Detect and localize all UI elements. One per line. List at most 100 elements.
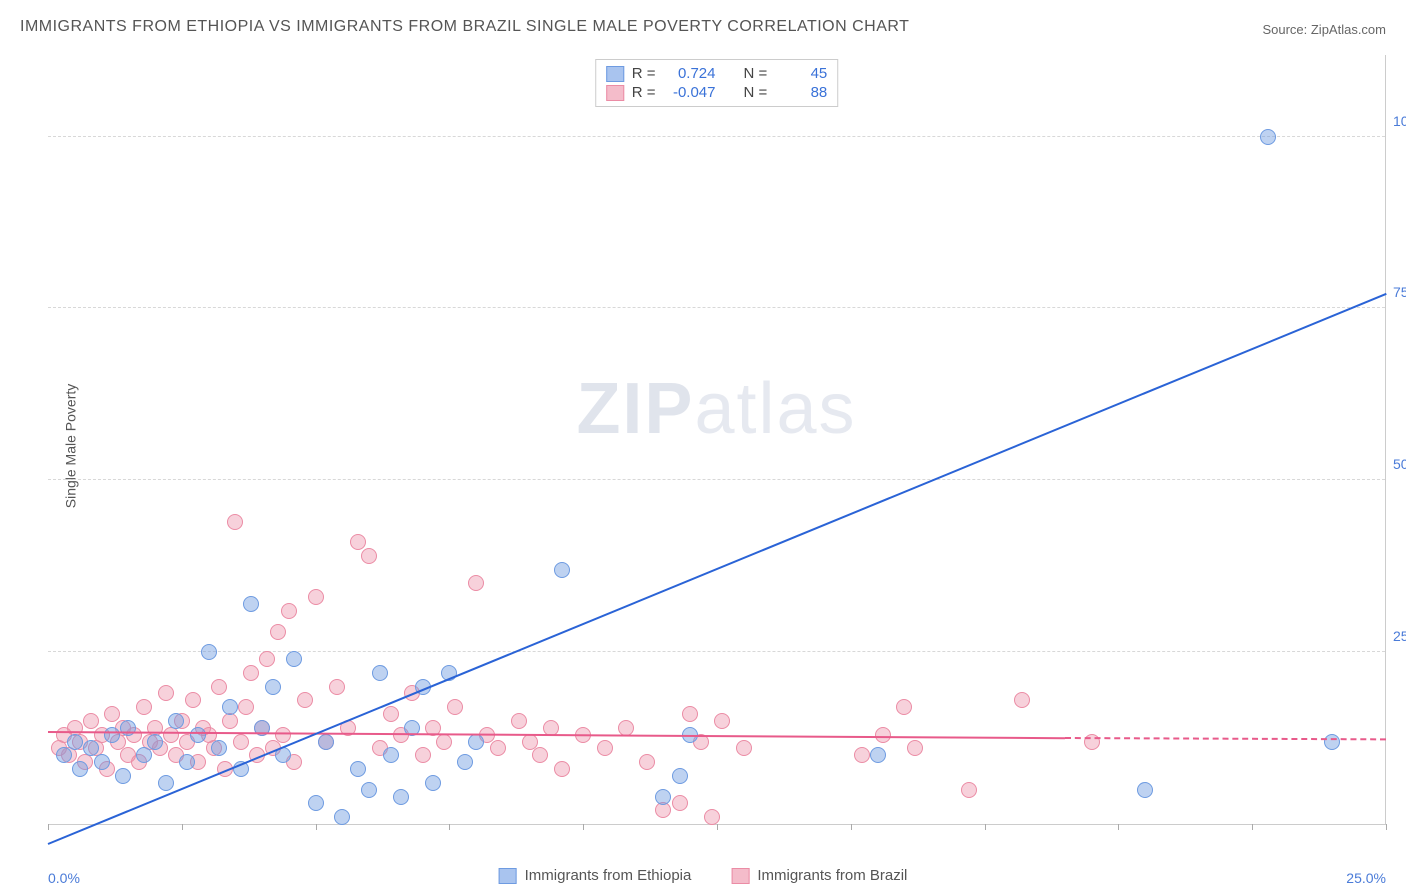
gridline [48,479,1385,480]
data-point-brazil [597,740,613,756]
data-point-brazil [511,713,527,729]
data-point-ethiopia [468,734,484,750]
data-point-ethiopia [286,651,302,667]
legend-swatch [499,868,517,884]
data-point-ethiopia [56,747,72,763]
data-point-brazil [83,713,99,729]
data-point-brazil [297,692,313,708]
data-point-ethiopia [383,747,399,763]
legend-label: Immigrants from Ethiopia [525,867,692,884]
y-tick-label: 100.0% [1393,113,1406,129]
x-tick [449,824,450,830]
data-point-brazil [233,734,249,750]
data-point-ethiopia [1324,734,1340,750]
data-point-ethiopia [211,740,227,756]
data-point-ethiopia [655,789,671,805]
stat-n-label: N = [744,65,768,82]
data-point-brazil [275,727,291,743]
data-point-brazil [554,761,570,777]
data-point-ethiopia [104,727,120,743]
data-point-brazil [238,699,254,715]
data-point-ethiopia [72,761,88,777]
data-point-brazil [655,802,671,818]
x-axis-min-label: 0.0% [48,870,80,886]
data-point-ethiopia [308,795,324,811]
data-point-brazil [163,727,179,743]
legend-item: Immigrants from Ethiopia [499,867,692,884]
x-tick [48,824,49,830]
data-point-ethiopia [372,665,388,681]
legend-item: Immigrants from Brazil [731,867,907,884]
data-point-ethiopia [672,768,688,784]
data-point-brazil [308,589,324,605]
data-point-ethiopia [361,782,377,798]
data-point-ethiopia [318,734,334,750]
data-point-brazil [436,734,452,750]
data-point-ethiopia [554,562,570,578]
data-point-ethiopia [136,747,152,763]
data-point-brazil [185,692,201,708]
data-point-brazil [329,679,345,695]
data-point-ethiopia [83,740,99,756]
data-point-brazil [227,514,243,530]
data-point-ethiopia [425,775,441,791]
x-tick [182,824,183,830]
data-point-ethiopia [179,754,195,770]
x-tick [851,824,852,830]
data-point-brazil [259,651,275,667]
data-point-brazil [1084,734,1100,750]
legend: Immigrants from Ethiopia Immigrants from … [499,867,908,884]
x-tick [1252,824,1253,830]
source-name: ZipAtlas.com [1311,22,1386,37]
data-point-brazil [704,809,720,825]
data-point-brazil [468,575,484,591]
legend-swatch [731,868,749,884]
gridline [48,136,1385,137]
data-point-brazil [639,754,655,770]
legend-swatch [606,66,624,82]
data-point-ethiopia [393,789,409,805]
x-axis-max-label: 25.0% [1346,870,1386,886]
data-point-brazil [136,699,152,715]
legend-label: Immigrants from Brazil [757,867,907,884]
x-tick [1386,824,1387,830]
data-point-ethiopia [147,734,163,750]
data-point-brazil [222,713,238,729]
x-tick [717,824,718,830]
stat-r-label: R = [632,65,656,82]
y-tick-label: 75.0% [1393,284,1406,300]
stat-n-label: N = [744,84,768,101]
watermark-bold: ZIP [576,369,694,449]
data-point-brazil [281,603,297,619]
data-point-brazil [350,534,366,550]
data-point-ethiopia [1260,129,1276,145]
data-point-brazil [854,747,870,763]
stat-r-label: R = [632,84,656,101]
data-point-brazil [361,548,377,564]
data-point-brazil [875,727,891,743]
data-point-brazil [447,699,463,715]
watermark-rest: atlas [694,369,856,449]
data-point-brazil [415,747,431,763]
gridline [48,307,1385,308]
data-point-brazil [104,706,120,722]
stat-n-value: 45 [775,65,827,82]
correlation-stats-box: R =0.724N =45R =-0.047N =88 [595,59,839,107]
data-point-brazil [383,706,399,722]
chart-title: IMMIGRANTS FROM ETHIOPIA VS IMMIGRANTS F… [20,18,909,36]
legend-swatch [606,85,624,101]
stat-n-value: 88 [775,84,827,101]
gridline [48,651,1385,652]
data-point-brazil [896,699,912,715]
x-tick [985,824,986,830]
data-point-ethiopia [222,699,238,715]
data-point-ethiopia [457,754,473,770]
data-point-ethiopia [190,727,206,743]
data-point-brazil [672,795,688,811]
data-point-ethiopia [158,775,174,791]
data-point-ethiopia [350,761,366,777]
data-point-brazil [158,685,174,701]
stats-row: R =-0.047N =88 [606,83,828,102]
stat-r-value: 0.724 [664,65,716,82]
x-tick [1118,824,1119,830]
